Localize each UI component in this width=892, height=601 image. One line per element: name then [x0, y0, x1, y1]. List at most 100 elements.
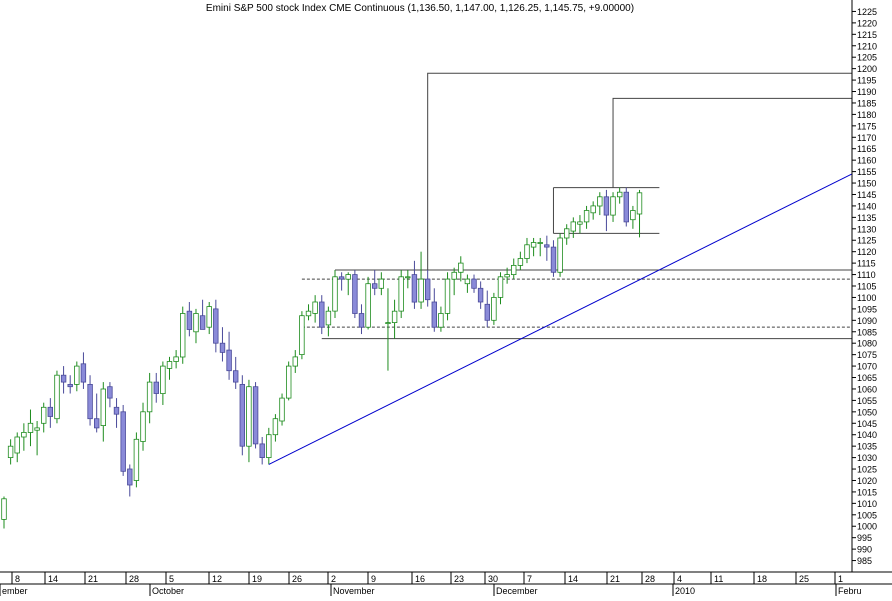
candle-body	[213, 308, 219, 344]
candle-up	[285, 361, 292, 401]
candle-body	[1, 498, 7, 520]
y-tick-label: 1005	[857, 510, 877, 520]
candle-body	[279, 397, 285, 422]
candle-body	[120, 411, 126, 472]
y-tick-label: 1025	[857, 465, 877, 475]
candle-up	[597, 192, 603, 216]
candle-up	[636, 189, 643, 238]
candle-body	[418, 278, 424, 303]
candle-body	[153, 381, 159, 394]
candle-body	[352, 274, 358, 314]
candle-body	[80, 363, 87, 383]
candle-up	[405, 269, 411, 289]
x-tick-label: 28	[645, 574, 655, 584]
y-tick-label: 1140	[857, 201, 876, 211]
y-tick-label: 985	[857, 556, 872, 566]
y-tick-label: 1070	[857, 362, 877, 372]
candle-up	[438, 306, 444, 332]
y-tick-label: 1015	[857, 487, 877, 497]
y-tick-label: 1065	[857, 373, 877, 383]
candle-body	[54, 374, 60, 420]
candle-body	[312, 301, 318, 314]
candle-up	[517, 251, 524, 270]
candle-down	[424, 269, 431, 307]
candle-body	[292, 356, 298, 367]
y-tick-label: 1155	[857, 167, 876, 177]
candle-up	[630, 205, 636, 229]
candle-up	[398, 269, 404, 319]
x-tick-label: 21	[610, 574, 620, 584]
candle-body	[603, 196, 610, 216]
x-tick-label: 26	[292, 574, 302, 584]
candle-body	[345, 274, 351, 280]
candle-up	[206, 302, 212, 335]
candle-up	[325, 306, 332, 337]
candle-up	[279, 393, 285, 426]
candle-up	[272, 414, 279, 442]
candle-up	[1, 496, 7, 529]
candle-body	[444, 278, 451, 314]
y-tick-label: 1105	[857, 282, 876, 292]
candle-body	[391, 310, 398, 324]
candle-body	[305, 310, 312, 317]
x-tick-label: 18	[757, 574, 767, 584]
x-tick-label: 28	[129, 574, 139, 584]
candle-down	[411, 260, 418, 309]
candle-body	[199, 315, 206, 330]
y-tick-label: 1060	[857, 384, 877, 394]
candle-down	[94, 393, 100, 433]
y-tick-label: 1145	[857, 190, 876, 200]
candle-body	[537, 242, 543, 244]
candle-body	[47, 406, 53, 417]
candle-down	[80, 352, 87, 389]
x-tick-label: 30	[488, 574, 498, 584]
y-tick-label: 1190	[857, 87, 876, 97]
candle-down	[153, 372, 159, 403]
candle-body	[285, 365, 292, 399]
candle-body	[325, 310, 332, 326]
month-label: Febru	[838, 586, 862, 596]
candle-up	[491, 292, 497, 325]
candle-up	[100, 382, 106, 442]
candle-body	[259, 443, 265, 458]
y-tick-label: 1220	[857, 18, 877, 28]
candle-body	[358, 313, 365, 328]
y-tick-label: 1020	[857, 476, 877, 486]
candle-up	[21, 423, 27, 451]
candle-up	[14, 432, 20, 463]
candle-up	[166, 356, 173, 380]
candle-up	[458, 256, 464, 282]
candle-body	[636, 192, 643, 215]
candle-body	[179, 313, 186, 358]
candle-body	[497, 276, 504, 298]
candle-up	[54, 370, 60, 424]
candle-down	[219, 327, 226, 362]
y-tick-label: 1130	[857, 224, 876, 234]
candle-body	[246, 386, 252, 447]
candle-body	[41, 406, 47, 424]
y-tick-label: 1115	[857, 259, 876, 269]
candle-up	[332, 269, 338, 319]
candle-up	[530, 237, 537, 257]
candle-down	[127, 464, 133, 497]
candle-body	[226, 349, 232, 372]
candle-down	[471, 274, 477, 293]
candle-body	[74, 365, 80, 385]
x-tick-label: 14	[48, 574, 58, 584]
candle-body	[146, 381, 153, 413]
month-label: 2010	[675, 586, 695, 596]
y-tick-label: 1210	[857, 41, 877, 51]
candle-body	[21, 431, 27, 438]
candle-up	[193, 308, 199, 344]
candle-body	[630, 210, 636, 221]
candle-body	[550, 246, 557, 273]
candle-down	[232, 356, 239, 389]
candle-body	[411, 274, 418, 303]
y-tick-label: 1040	[857, 430, 877, 440]
candle-up	[345, 272, 351, 296]
y-tick-label: 1185	[857, 98, 876, 108]
x-tick-label: 7	[527, 574, 532, 584]
candle-body	[610, 196, 616, 216]
y-tick-label: 1095	[857, 304, 877, 314]
